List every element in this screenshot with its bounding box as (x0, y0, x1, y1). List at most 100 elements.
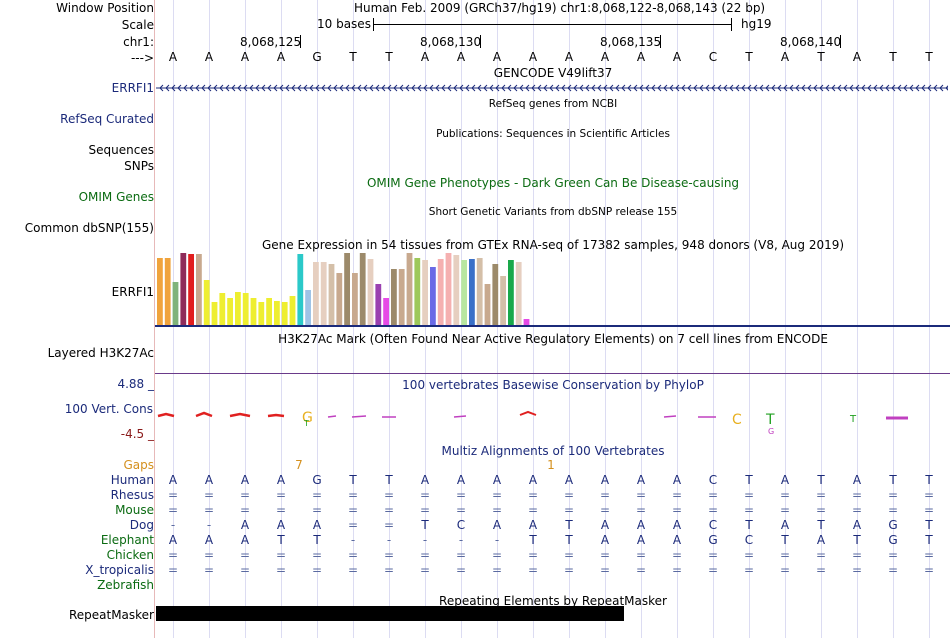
gtex-bar[interactable] (476, 258, 483, 325)
alignment-base: = (455, 503, 467, 517)
gtex-bar[interactable] (484, 284, 491, 325)
alignment-base: = (563, 563, 575, 577)
species-label[interactable]: Zebrafish (97, 578, 154, 592)
gtex-bar[interactable] (227, 298, 233, 325)
window-position-value: Human Feb. 2009 (GRCh37/hg19) chr1:8,068… (354, 1, 766, 15)
gtex-bar[interactable] (289, 296, 296, 325)
gridline (821, 0, 822, 638)
gtex-bar[interactable] (398, 269, 405, 325)
alignment-base: = (887, 548, 899, 562)
gtex-bar[interactable] (297, 254, 304, 325)
gtex-bar[interactable] (422, 260, 428, 325)
gtex-bar[interactable] (375, 284, 382, 325)
gtex-bar[interactable] (242, 293, 249, 325)
gtex-bar[interactable] (508, 260, 514, 325)
gtex-bar[interactable] (383, 298, 389, 325)
species-label[interactable]: Mouse (115, 503, 154, 517)
alignment-base: - (458, 533, 464, 547)
phylop-label[interactable]: 100 Vert. Cons (64, 402, 153, 416)
species-label[interactable]: Chicken (106, 548, 154, 562)
gtex-bar[interactable] (305, 290, 311, 325)
alignment-base: = (491, 503, 503, 517)
gtex-bar[interactable] (196, 254, 202, 325)
gtex-gene-label[interactable]: ERRFI1 (111, 285, 154, 299)
gtex-bar[interactable] (437, 259, 444, 325)
gtex-bar[interactable] (515, 262, 522, 325)
gtex-bar[interactable] (313, 262, 319, 325)
gtex-bar[interactable] (235, 292, 241, 325)
alignment-base: = (707, 563, 719, 577)
alignment-base: = (815, 563, 827, 577)
gtex-bar[interactable] (211, 302, 218, 325)
dbsnp-label[interactable]: Common dbSNP(155) (24, 221, 154, 235)
gtex-bar[interactable] (328, 264, 335, 325)
gtex-bar[interactable] (172, 282, 179, 325)
gtex-bar[interactable] (500, 276, 506, 325)
gtex-bar[interactable] (157, 258, 163, 325)
alignment-base: A (672, 518, 682, 532)
gtex-bar-chart[interactable] (156, 252, 536, 326)
gtex-bar[interactable] (274, 301, 280, 325)
alignment-base: G (708, 533, 718, 547)
gtex-bar[interactable] (391, 269, 397, 325)
gtex-bar[interactable] (469, 259, 475, 325)
gtex-bar[interactable] (414, 258, 421, 325)
species-label[interactable]: Elephant (100, 533, 154, 547)
gridline (929, 0, 930, 638)
gtex-bar[interactable] (359, 253, 366, 325)
alignment-base: = (743, 503, 755, 517)
gtex-bar[interactable] (281, 302, 288, 325)
gtex-bar[interactable] (219, 293, 226, 325)
gtex-bar[interactable] (336, 273, 343, 325)
gtex-bar[interactable] (430, 267, 436, 325)
omim-label[interactable]: OMIM Genes (78, 190, 154, 204)
alignment-base: = (563, 548, 575, 562)
alignment-base: = (419, 488, 431, 502)
snps-label[interactable]: SNPs (124, 159, 154, 173)
alignment-base: = (167, 488, 179, 502)
gencode-gene-line[interactable] (156, 82, 950, 94)
species-label[interactable]: Dog (129, 518, 154, 532)
gtex-bar[interactable] (406, 253, 413, 325)
gtex-bar[interactable] (164, 258, 171, 325)
gtex-bar[interactable] (492, 264, 499, 325)
alignment-base: = (743, 548, 755, 562)
gtex-bar[interactable] (453, 255, 460, 325)
gtex-bar[interactable] (188, 254, 194, 325)
gtex-bar[interactable] (523, 319, 530, 325)
h3k27ac-label[interactable]: Layered H3K27Ac (47, 346, 154, 360)
svg-text:G: G (768, 427, 774, 436)
alignment-base: T (889, 473, 897, 487)
species-label[interactable]: Rhesus (110, 488, 154, 502)
gtex-bar[interactable] (258, 302, 265, 325)
gtex-bar[interactable] (352, 273, 358, 325)
gencode-gene-label[interactable]: ERRFI1 (111, 81, 154, 95)
alignment-base: = (851, 563, 863, 577)
gencode-track-title: GENCODE V49lift37 (493, 66, 613, 80)
alignment-base: T (925, 518, 933, 532)
alignment-base: = (851, 548, 863, 562)
alignment-base: = (635, 548, 647, 562)
alignment-base: A (600, 518, 610, 532)
gtex-bar[interactable] (320, 262, 327, 325)
refseq-label[interactable]: RefSeq Curated (60, 112, 154, 126)
alignment-base: A (780, 518, 790, 532)
svg-text:T: T (765, 412, 775, 428)
gtex-bar[interactable] (461, 260, 467, 325)
svg-text:G: G (302, 410, 313, 426)
gtex-bar[interactable] (344, 253, 350, 325)
gtex-bar[interactable] (367, 259, 374, 325)
species-label[interactable]: X_tropicalis (85, 563, 154, 577)
publications-label[interactable]: Sequences (88, 143, 154, 157)
species-label[interactable]: Human (110, 473, 154, 487)
repeatmasker-label[interactable]: RepeatMasker (68, 608, 154, 622)
alignment-base: = (527, 488, 539, 502)
repeatmasker-block[interactable] (156, 606, 624, 621)
gtex-bar[interactable] (250, 298, 257, 325)
alignment-base: T (925, 533, 933, 547)
alignment-base: A (636, 518, 646, 532)
gtex-bar[interactable] (203, 280, 210, 325)
gtex-bar[interactable] (266, 298, 272, 325)
gtex-bar[interactable] (180, 253, 187, 325)
gtex-bar[interactable] (445, 253, 452, 325)
